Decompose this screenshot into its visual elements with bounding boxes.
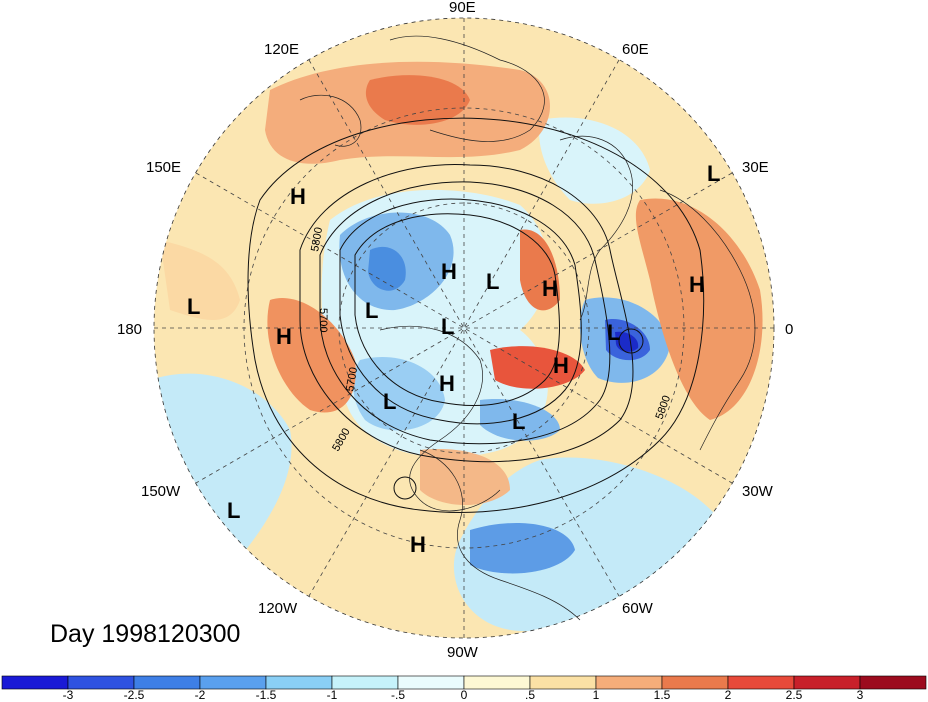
colorbar-tick-label: 0: [461, 688, 468, 702]
colorbar-box: [529, 675, 597, 690]
contour-label-5700: 5700: [317, 308, 329, 332]
lon-label-30w: 30W: [742, 483, 774, 500]
lon-label-180: 180: [117, 321, 142, 338]
colorbar: -3 -2.5 -2 -1.5 -1 -.5 0 .5 1 1.5 2 2.5 3: [1, 675, 927, 702]
pressure-center: H: [439, 371, 455, 396]
pressure-center: H: [276, 324, 292, 349]
colorbar-tick-label: .5: [525, 688, 535, 702]
contour-label-5700: 5700: [344, 366, 360, 392]
pressure-center: H: [689, 272, 705, 297]
coastlines: [299, 35, 756, 621]
colorbar-tick-label: -3: [63, 688, 74, 702]
colorbar-tick-label: -.5: [391, 688, 405, 702]
lon-label-60w: 60W: [622, 600, 654, 617]
contour-label-5800: 5800: [309, 226, 325, 252]
lon-label-0: 0: [785, 321, 793, 338]
colorbar-tick-label: -1: [327, 688, 338, 702]
colorbar-tick-label: 1.5: [654, 688, 671, 702]
colorbar-tick-label: 2.5: [786, 688, 803, 702]
pressure-center: L: [441, 314, 454, 339]
pressure-center: L: [227, 498, 240, 523]
colorbar-box: [397, 675, 465, 690]
colorbar-box: [793, 675, 861, 690]
pressure-center: L: [383, 389, 396, 414]
lon-label-60e: 60E: [622, 41, 649, 58]
colorbar-box: [463, 675, 531, 690]
date-title: Day 1998120300: [50, 620, 241, 648]
colorbar-tick-label: 2: [725, 688, 732, 702]
colorbar-box: [727, 675, 795, 690]
pressure-center: L: [607, 320, 620, 345]
colorbar-box: [661, 675, 729, 690]
lon-label-90w: 90W: [447, 644, 479, 661]
map-rim: [153, 17, 775, 639]
pressure-center: H: [410, 532, 426, 557]
pressure-center: H: [290, 184, 306, 209]
colorbar-box: [859, 675, 927, 690]
pressure-center: L: [512, 409, 525, 434]
pressure-center: L: [486, 269, 499, 294]
colorbar-box: [331, 675, 399, 690]
pressure-center: L: [365, 298, 378, 323]
graticule: [154, 18, 774, 638]
height-contours: [247, 117, 705, 513]
pressure-center: H: [553, 353, 569, 378]
colorbar-tick-label: -1.5: [256, 688, 277, 702]
colorbar-box: [595, 675, 663, 690]
pressure-center: L: [707, 161, 720, 186]
pressure-center-labels: H L H L H L L H L H L H H L H L H L H L: [187, 161, 720, 557]
colorbar-box: [1, 675, 69, 690]
lon-label-120e: 120E: [264, 41, 299, 58]
lon-label-150e: 150E: [146, 159, 181, 176]
pressure-center: L: [187, 294, 200, 319]
colorbar-tick-label: 1: [593, 688, 600, 702]
colorbar-tick-label: -2.5: [124, 688, 145, 702]
pressure-center: H: [441, 259, 457, 284]
colorbar-tick-label: -2: [195, 688, 206, 702]
colorbar-tick-label: 3: [857, 688, 864, 702]
lon-label-90e: 90E: [449, 0, 476, 16]
longitude-labels: 90E 60E 120E 150E 30E 180 0 150W 30W 120…: [117, 0, 793, 661]
lon-label-120w: 120W: [258, 600, 298, 617]
pressure-center: H: [542, 276, 558, 301]
lon-label-30e: 30E: [742, 159, 769, 176]
lon-label-150w: 150W: [141, 483, 181, 500]
